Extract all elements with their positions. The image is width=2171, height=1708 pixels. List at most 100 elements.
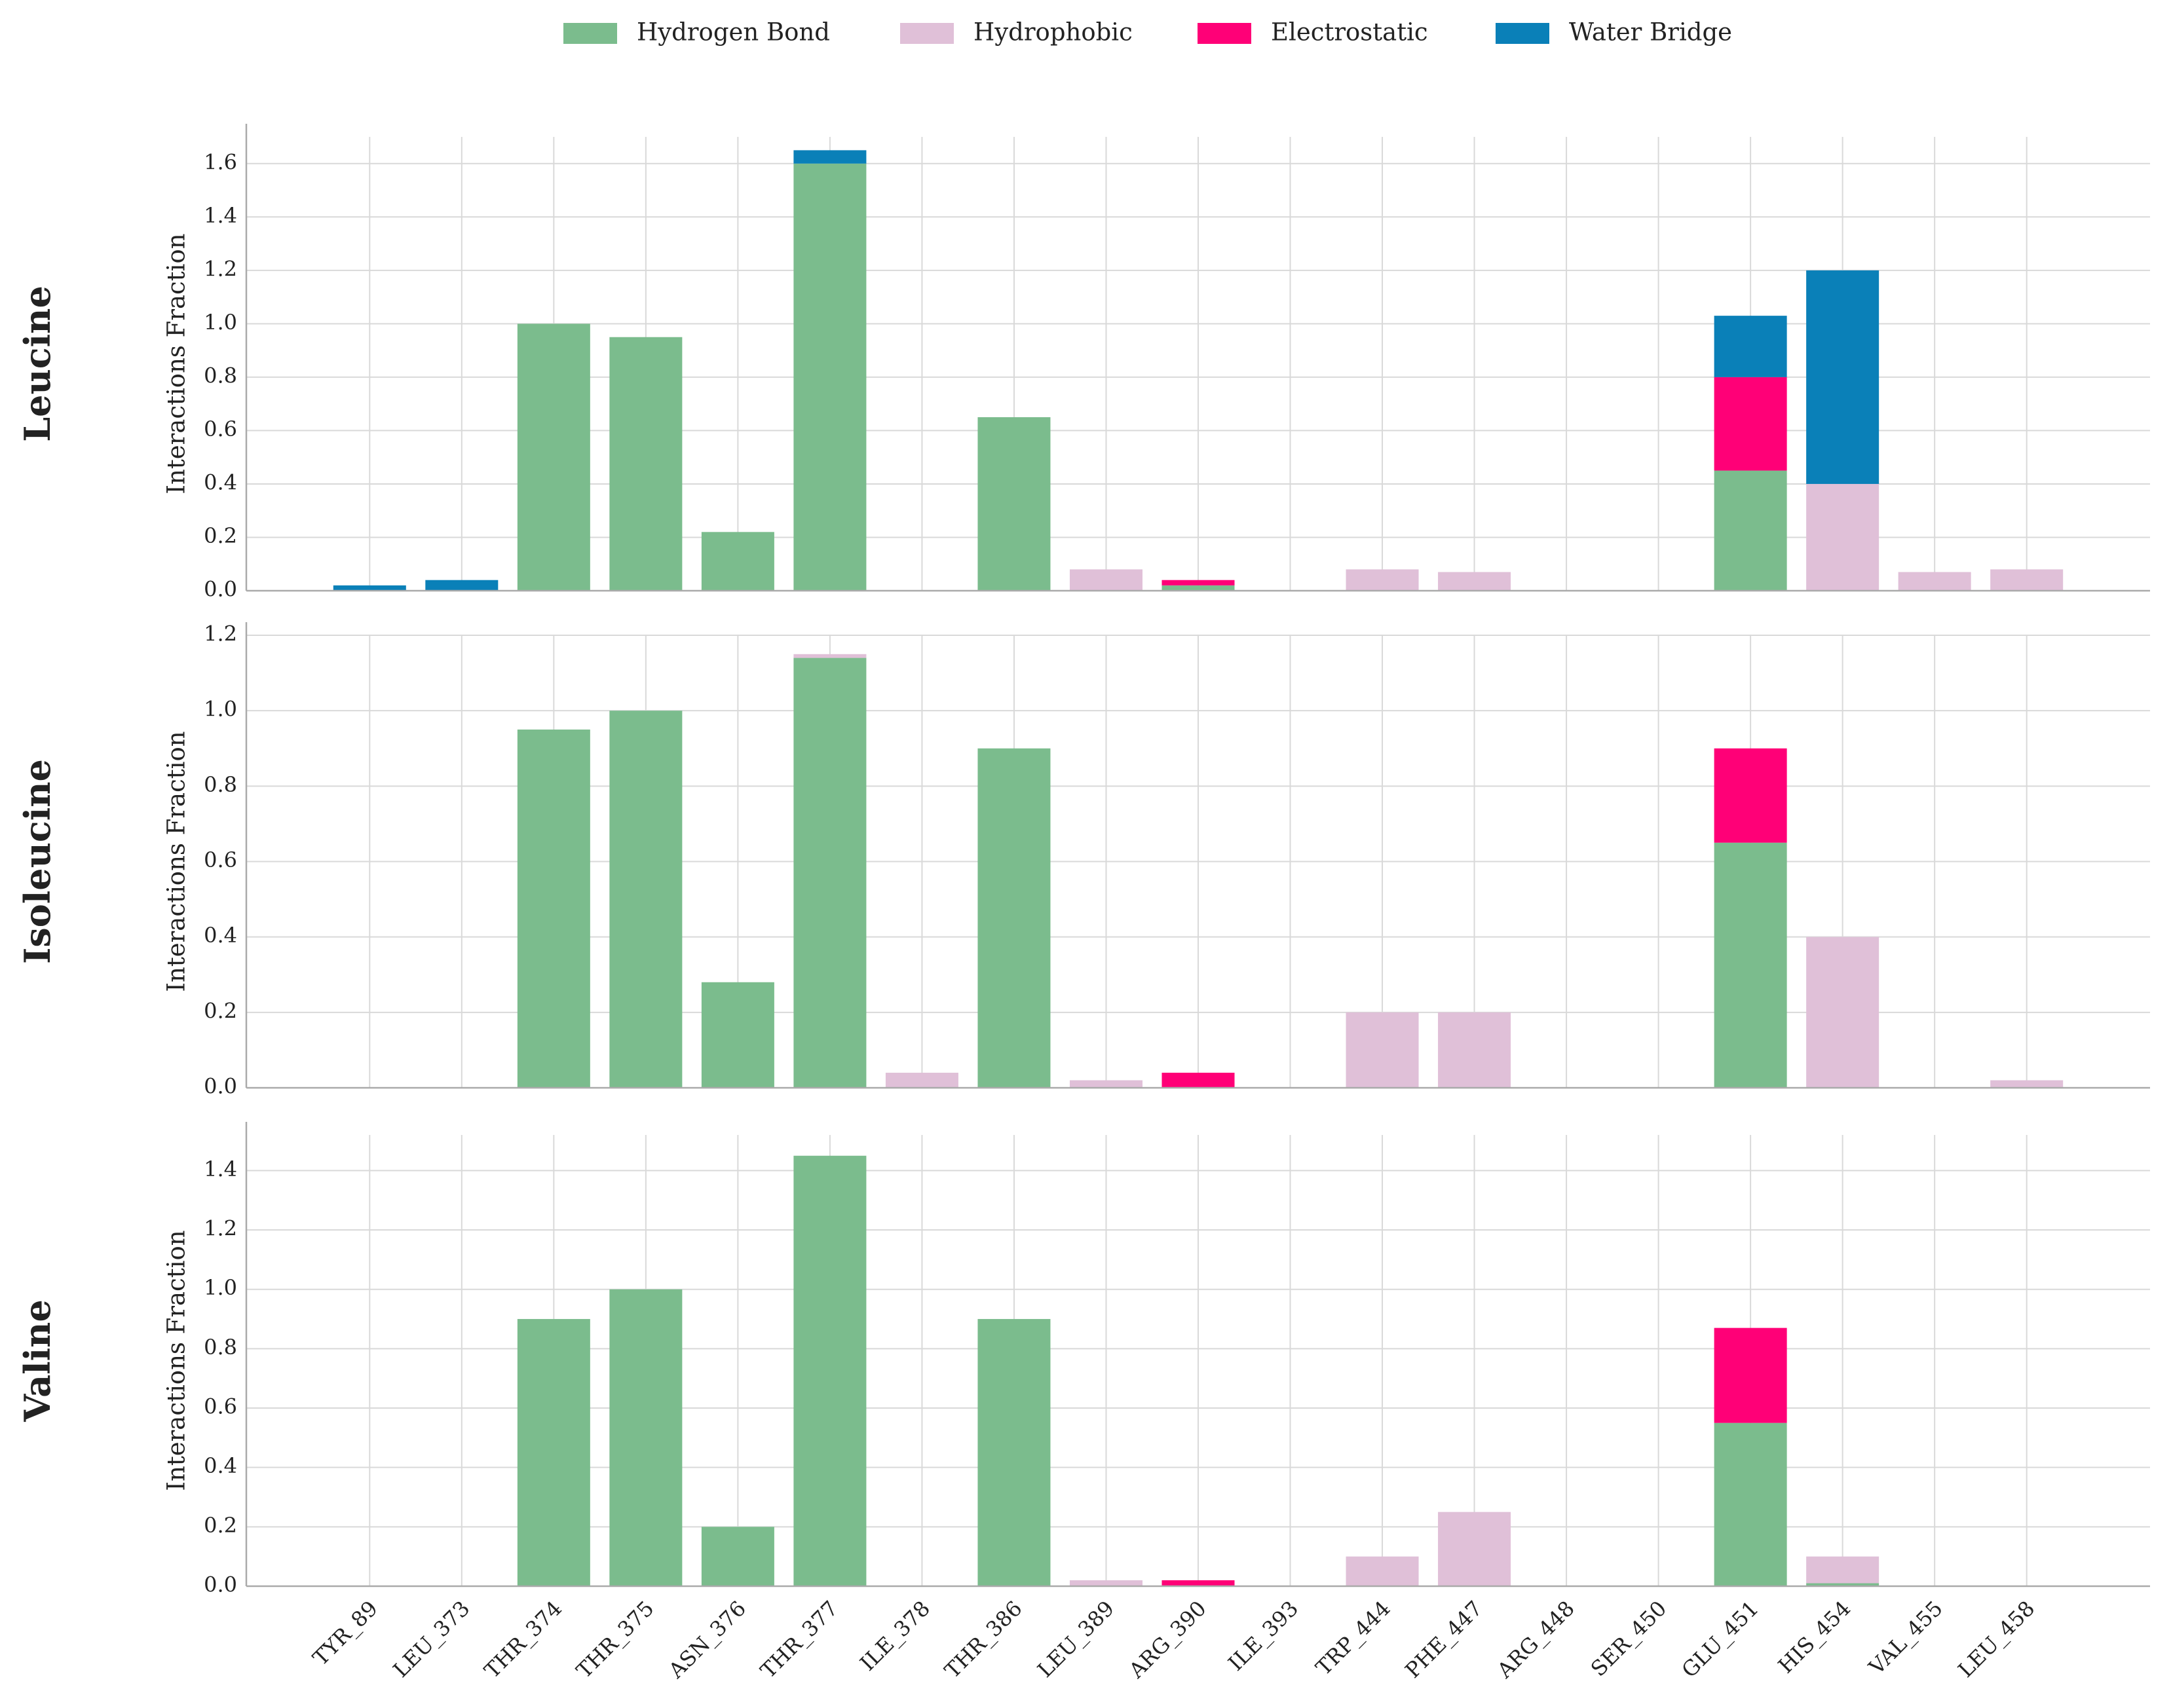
x-tick-label: THR_374 — [480, 1596, 567, 1683]
bar — [517, 1319, 590, 1586]
bar — [1714, 316, 1787, 377]
x-tick-label: ILE_393 — [1223, 1596, 1303, 1676]
y-tick-label: 0.0 — [204, 1572, 237, 1597]
x-tick-label: ASN_376 — [663, 1596, 751, 1684]
bar — [701, 532, 774, 591]
y-tick-label: 1.4 — [204, 203, 237, 228]
bar — [701, 1527, 774, 1586]
x-tick-label: GLU_451 — [1676, 1596, 1763, 1682]
bar — [1806, 270, 1879, 484]
y-tick-label: 0.8 — [204, 363, 237, 388]
bar — [885, 1072, 958, 1088]
legend-label: Electrostatic — [1271, 18, 1428, 46]
y-tick-label: 0.4 — [204, 923, 237, 948]
bar — [1161, 1072, 1235, 1088]
bar — [793, 163, 867, 591]
legend-label: Hydrogen Bond — [637, 18, 830, 46]
x-tick-label: VAL_455 — [1864, 1596, 1948, 1680]
bar — [1806, 937, 1879, 1088]
bar — [609, 1289, 683, 1586]
y-tick-label: 0.2 — [204, 998, 237, 1023]
y-axis-label: Interactions Fraction — [162, 233, 191, 494]
bar — [425, 580, 499, 591]
x-tick-label: LEU_373 — [388, 1596, 475, 1682]
legend-label: Water Bridge — [1569, 18, 1732, 46]
bar — [793, 1155, 867, 1586]
bar — [1714, 1422, 1787, 1586]
bar — [1806, 483, 1879, 591]
y-tick-label: 0.6 — [204, 847, 237, 872]
bar — [1346, 1012, 1419, 1088]
x-tick-label: TRP_444 — [1311, 1596, 1395, 1680]
legend-swatch — [1496, 23, 1549, 44]
y-axis-label: Interactions Fraction — [162, 1230, 191, 1491]
bar — [1714, 470, 1787, 591]
bar — [1714, 842, 1787, 1088]
bar — [1346, 569, 1419, 591]
legend-swatch — [1198, 23, 1251, 44]
y-tick-label: 0.0 — [204, 577, 237, 602]
x-tick-label: ARG_390 — [1123, 1596, 1211, 1684]
bar — [1069, 569, 1142, 591]
row-title: Valine — [16, 1299, 58, 1422]
y-tick-label: 0.0 — [204, 1074, 237, 1099]
x-tick-label: THR_386 — [939, 1596, 1027, 1683]
x-tick-label: TYR_89 — [308, 1596, 383, 1671]
y-tick-label: 0.4 — [204, 470, 237, 494]
bar — [1438, 1012, 1511, 1088]
row-title: Leucine — [16, 286, 58, 442]
legend-swatch — [563, 23, 617, 44]
bar — [977, 1319, 1051, 1586]
bar — [1714, 1327, 1787, 1423]
y-tick-label: 0.4 — [204, 1453, 237, 1478]
x-tick-label: LEU_458 — [1953, 1596, 2039, 1682]
bar — [1161, 585, 1235, 591]
bar — [1806, 1556, 1879, 1584]
y-tick-label: 1.6 — [204, 149, 237, 174]
bar — [1898, 572, 1971, 591]
y-tick-label: 0.8 — [204, 772, 237, 797]
legend-swatch — [900, 23, 954, 44]
bar — [977, 748, 1051, 1088]
legend-label: Hydrophobic — [973, 18, 1133, 46]
bar — [1438, 1512, 1511, 1586]
bar — [609, 711, 683, 1088]
y-tick-label: 1.4 — [204, 1157, 237, 1181]
bar — [793, 654, 867, 658]
bar — [793, 150, 867, 164]
x-tick-label: THR_377 — [755, 1596, 842, 1683]
x-tick-label: SER_450 — [1586, 1596, 1671, 1681]
x-tick-label: PHE_447 — [1400, 1596, 1487, 1683]
bar — [1069, 1580, 1142, 1586]
x-tick-label: THR_375 — [571, 1596, 658, 1683]
bar — [1990, 1080, 2064, 1088]
y-tick-label: 0.2 — [204, 1513, 237, 1538]
bar — [1069, 1080, 1142, 1088]
y-tick-label: 0.8 — [204, 1335, 237, 1360]
x-tick-label: ARG_448 — [1492, 1596, 1579, 1684]
x-tick-label: ILE_378 — [855, 1596, 935, 1676]
y-tick-label: 1.2 — [204, 622, 237, 646]
y-tick-label: 0.2 — [204, 523, 237, 548]
bar — [977, 417, 1051, 591]
y-tick-label: 1.2 — [204, 256, 237, 281]
x-tick-label: LEU_389 — [1032, 1596, 1119, 1682]
bar — [1438, 572, 1511, 591]
bar — [1161, 580, 1235, 585]
y-tick-label: 1.0 — [204, 697, 237, 722]
bar — [517, 729, 590, 1088]
y-tick-label: 1.0 — [204, 1275, 237, 1300]
bar — [517, 324, 590, 591]
y-tick-label: 1.2 — [204, 1216, 237, 1241]
bar — [701, 982, 774, 1088]
bar — [333, 585, 406, 591]
bar — [1714, 748, 1787, 843]
x-tick-label: HIS_454 — [1773, 1596, 1856, 1679]
y-tick-label: 0.6 — [204, 417, 237, 441]
row-title: Isoleucine — [16, 759, 58, 964]
y-tick-label: 0.6 — [204, 1394, 237, 1419]
y-tick-label: 1.0 — [204, 310, 237, 335]
bar — [609, 337, 683, 591]
y-axis-label: Interactions Fraction — [162, 731, 191, 992]
